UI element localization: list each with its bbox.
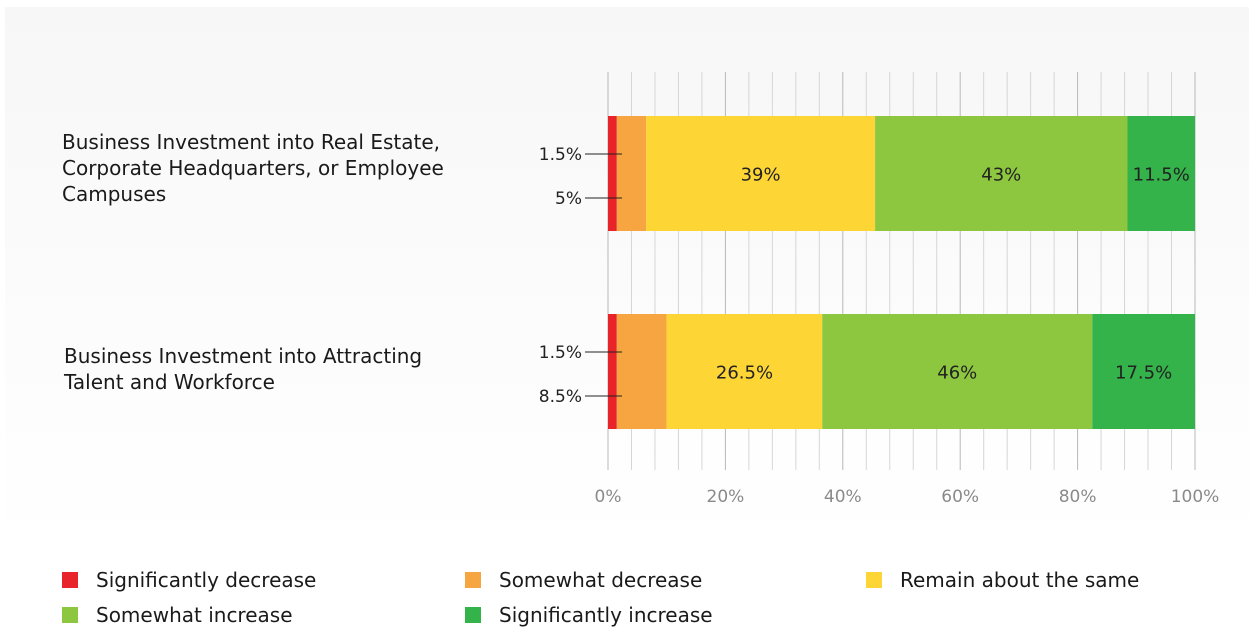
- x-tick-label: 100%: [1171, 487, 1220, 507]
- category-label-talent: Business Investment into Attracting Tale…: [64, 344, 423, 394]
- chart-panel: [5, 7, 1249, 543]
- bar-segment: [1092, 314, 1195, 429]
- bar-segment: [666, 314, 823, 429]
- data-label: 26.5%: [716, 363, 773, 384]
- callout-label: 5%: [555, 189, 582, 209]
- x-tick-label: 20%: [707, 487, 745, 507]
- x-tick-label: 60%: [941, 487, 979, 507]
- data-label: 11.5%: [1133, 165, 1190, 186]
- callout-label: 8.5%: [539, 387, 582, 407]
- data-label: 43%: [981, 165, 1021, 186]
- category-label-real-estate: Business Investment into Real Estate, Co…: [62, 130, 444, 206]
- bar-segment: [608, 116, 617, 231]
- callout-label: 1.5%: [539, 343, 582, 363]
- x-tick-label: 0%: [595, 487, 622, 507]
- bar-segment: [1127, 116, 1195, 231]
- bar-segment: [822, 314, 1093, 429]
- data-label: 46%: [937, 363, 977, 384]
- bar-segment: [875, 116, 1128, 231]
- data-label: 39%: [741, 165, 781, 186]
- x-tick-label: 40%: [824, 487, 862, 507]
- callout-label: 1.5%: [539, 145, 582, 165]
- bar-segment: [616, 314, 667, 429]
- bar-segment: [616, 116, 647, 231]
- data-label: 17.5%: [1115, 363, 1172, 384]
- bar-segment: [608, 314, 617, 429]
- x-tick-label: 80%: [1059, 487, 1097, 507]
- bar-segment: [646, 116, 876, 231]
